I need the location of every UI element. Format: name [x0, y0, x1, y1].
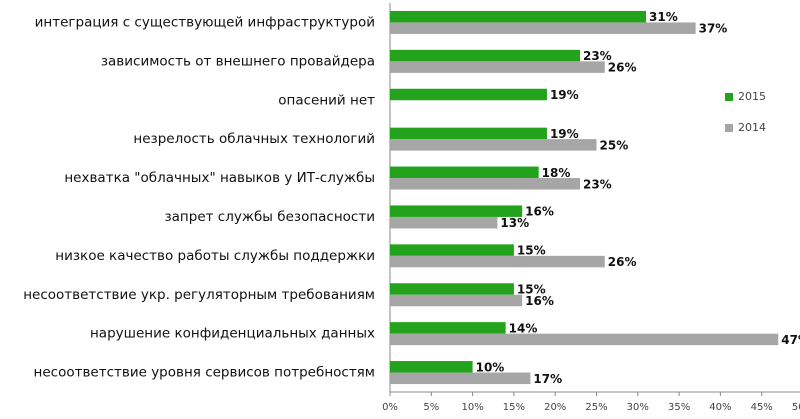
legend-swatch: [725, 124, 733, 132]
x-tick-label: 45%: [751, 402, 773, 413]
legend-swatch: [725, 93, 733, 101]
legend-label: 2015: [738, 90, 766, 103]
value-label: 10%: [476, 360, 505, 374]
value-label: 17%: [533, 372, 562, 386]
bar: [390, 139, 597, 151]
value-label: 15%: [517, 244, 546, 258]
value-label: 25%: [600, 138, 629, 152]
value-label: 31%: [649, 10, 678, 24]
y-tick-label: незрелость облачных технологий: [133, 131, 375, 147]
bar: [390, 205, 523, 217]
y-tick-label: зависимость от внешнего провайдера: [101, 53, 375, 69]
value-label: 47%: [781, 333, 800, 347]
bar: [390, 10, 647, 23]
y-tick-label: несоответствие укр. регуляторным требова…: [23, 287, 375, 303]
x-tick-label: 35%: [668, 402, 690, 413]
bar: [390, 361, 473, 373]
value-label: 14%: [509, 321, 538, 335]
bar: [390, 166, 539, 179]
bar: [390, 22, 696, 34]
y-tick-label: низкое качество работы службы поддержки: [55, 248, 375, 264]
bar: [390, 283, 514, 295]
x-tick-label: 25%: [585, 402, 607, 413]
y-tick-label: интеграция с существующей инфраструктуро…: [35, 14, 375, 30]
value-label: 18%: [542, 166, 571, 180]
bar: [390, 333, 779, 346]
value-label: 16%: [525, 205, 554, 219]
x-tick-label: 0%: [382, 402, 398, 413]
x-tick-label: 5%: [423, 402, 439, 413]
bar: [390, 88, 547, 101]
value-label: 15%: [517, 283, 546, 297]
value-label: 13%: [500, 216, 529, 230]
bar: [390, 255, 605, 268]
y-tick-label: нехватка "облачных" навыков у ИТ-службы: [64, 170, 375, 186]
value-label: 16%: [525, 294, 554, 308]
value-label: 26%: [608, 61, 637, 75]
bar: [390, 61, 605, 73]
value-label: 23%: [583, 49, 612, 63]
bar: [390, 216, 498, 229]
y-tick-label: несоответствие уровня сервисов потребнос…: [34, 365, 375, 381]
bar: [390, 294, 523, 307]
x-tick-label: 20%: [544, 402, 566, 413]
y-tick-label: опасений нет: [278, 92, 375, 108]
bar: [390, 322, 506, 334]
bar: [390, 49, 580, 62]
bar: [390, 178, 580, 190]
bar: [390, 372, 531, 385]
value-label: 26%: [608, 255, 637, 269]
x-tick-label: 30%: [627, 402, 649, 413]
bar: [390, 244, 514, 256]
value-label: 19%: [550, 127, 579, 141]
value-label: 19%: [550, 88, 579, 102]
x-tick-label: 40%: [709, 402, 731, 413]
x-tick-label: 50%: [792, 402, 800, 413]
value-label: 23%: [583, 177, 612, 191]
y-tick-label: запрет службы безопасности: [164, 209, 375, 225]
bar: [390, 127, 547, 140]
legend-label: 2014: [738, 121, 766, 134]
x-tick-label: 10%: [461, 402, 483, 413]
value-label: 37%: [699, 22, 728, 36]
x-tick-label: 15%: [503, 402, 525, 413]
y-tick-label: нарушение конфиденциальных данных: [90, 326, 375, 342]
